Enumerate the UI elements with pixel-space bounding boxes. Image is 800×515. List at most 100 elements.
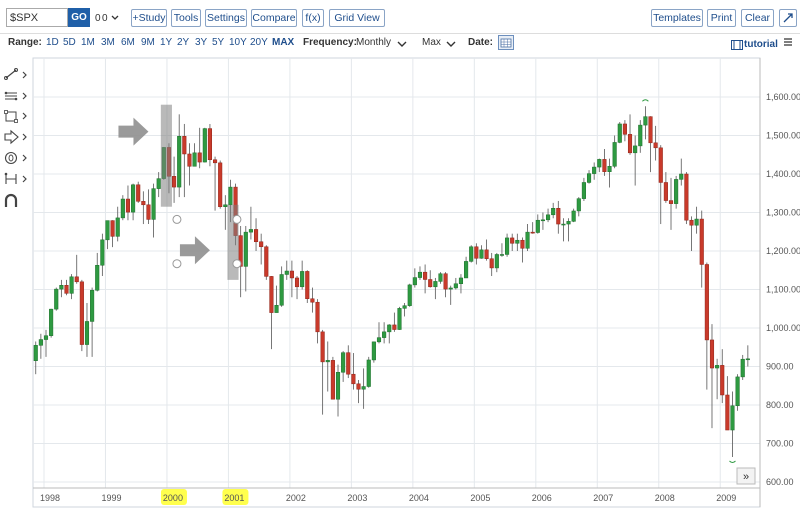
candle bbox=[43, 329, 49, 357]
candle-body bbox=[612, 142, 617, 167]
candle-body bbox=[484, 249, 489, 259]
candle bbox=[505, 233, 510, 257]
arrow-shape-icon[interactable] bbox=[4, 129, 27, 145]
expand-button[interactable] bbox=[779, 9, 797, 27]
candle bbox=[397, 306, 402, 330]
candle-body bbox=[305, 271, 310, 299]
arrow-annotation bbox=[118, 117, 149, 146]
candle-body bbox=[397, 308, 402, 330]
tutorial-link[interactable]: tutorial bbox=[744, 39, 778, 50]
x-tick-label: 2004 bbox=[409, 493, 429, 503]
candle-body bbox=[520, 239, 525, 249]
candle bbox=[248, 206, 253, 240]
range-6m[interactable]: 6M bbox=[121, 37, 135, 48]
period-chevron-down-icon[interactable] bbox=[446, 39, 456, 49]
candle-body bbox=[382, 331, 387, 338]
print-button[interactable]: Print bbox=[707, 9, 736, 27]
clear-button[interactable]: Clear bbox=[741, 9, 774, 27]
ellipse-icon[interactable] bbox=[4, 151, 27, 165]
range-9m[interactable]: 9M bbox=[141, 37, 155, 48]
candle bbox=[197, 127, 202, 169]
svg-text:0: 0 bbox=[102, 13, 108, 24]
candle-body bbox=[84, 321, 90, 345]
symbol-input[interactable] bbox=[6, 8, 68, 27]
candle bbox=[592, 162, 597, 180]
candle-body bbox=[125, 198, 131, 213]
trendline-icon[interactable] bbox=[4, 68, 27, 80]
range-bar: Range: 1D 5D 1M 3M 6M 9M 1Y 2Y 3Y 5Y 10Y… bbox=[0, 34, 800, 52]
period-select[interactable]: Max bbox=[422, 37, 441, 48]
measure-icon[interactable] bbox=[4, 172, 27, 184]
menu-icon[interactable] bbox=[783, 37, 793, 47]
calendar-icon[interactable] bbox=[498, 35, 514, 50]
tools-button[interactable]: Tools bbox=[171, 9, 201, 27]
settings-button[interactable]: Settings bbox=[205, 9, 247, 27]
frequency-chevron-down-icon[interactable] bbox=[397, 39, 407, 49]
candle-body bbox=[458, 277, 464, 284]
candle-body bbox=[694, 218, 699, 226]
range-label: Range: bbox=[8, 37, 42, 48]
candle bbox=[607, 158, 612, 188]
candle-body bbox=[474, 246, 479, 259]
candle bbox=[484, 239, 489, 261]
add-study-button[interactable]: +Study bbox=[131, 9, 167, 27]
fibonacci-icon[interactable] bbox=[4, 91, 27, 101]
go-button[interactable]: GO bbox=[68, 8, 90, 27]
range-10y[interactable]: 10Y bbox=[229, 37, 247, 48]
candle-body bbox=[633, 145, 638, 154]
x-tick-label: 2006 bbox=[532, 493, 552, 503]
candle bbox=[730, 391, 735, 457]
candle-body bbox=[269, 276, 274, 313]
candle-body bbox=[648, 116, 653, 144]
candle bbox=[110, 220, 115, 248]
candle-body bbox=[371, 341, 376, 361]
candle-body bbox=[264, 246, 269, 277]
x-tick-label: 1999 bbox=[101, 493, 121, 503]
templates-button[interactable]: Templates bbox=[651, 9, 703, 27]
candle bbox=[648, 116, 653, 173]
range-2y[interactable]: 2Y bbox=[177, 37, 190, 48]
compare-button[interactable]: Compare bbox=[251, 9, 297, 27]
candle bbox=[525, 224, 530, 251]
candle bbox=[387, 324, 392, 344]
range-1d[interactable]: 1D bbox=[46, 37, 59, 48]
candle-body bbox=[141, 201, 146, 206]
y-tick-label: 1,400.00 bbox=[766, 169, 800, 179]
range-max[interactable]: MAX bbox=[272, 37, 295, 48]
candle-body bbox=[453, 283, 458, 289]
rectangle-icon[interactable] bbox=[4, 110, 27, 123]
candle-body bbox=[709, 339, 715, 369]
range-1y[interactable]: 1Y bbox=[160, 37, 173, 48]
x-tick-label: 2009 bbox=[716, 493, 736, 503]
range-20y[interactable]: 20Y bbox=[250, 37, 268, 48]
compare-symbols-icon[interactable]: 0 0 bbox=[94, 8, 124, 28]
x-label-highlights bbox=[160, 489, 249, 505]
candle-body bbox=[259, 241, 264, 248]
frequency-select[interactable]: Monthly bbox=[356, 37, 392, 48]
annotation-handle bbox=[232, 259, 242, 269]
candle-body bbox=[248, 229, 253, 233]
range-5d[interactable]: 5D bbox=[63, 37, 76, 48]
range-5y[interactable]: 5Y bbox=[212, 37, 225, 48]
tutorial-film-icon[interactable] bbox=[731, 40, 743, 50]
candle bbox=[622, 120, 627, 142]
range-3m[interactable]: 3M bbox=[101, 37, 115, 48]
grid-view-button[interactable]: Grid View bbox=[329, 9, 385, 27]
candle bbox=[602, 148, 607, 176]
scroll-right-button[interactable] bbox=[736, 467, 756, 485]
magnet-icon[interactable] bbox=[4, 193, 18, 207]
candle-body bbox=[289, 270, 294, 279]
y-tick-label: 1,600.00 bbox=[766, 92, 800, 102]
scroll-right-label: » bbox=[743, 471, 749, 483]
candle bbox=[561, 218, 566, 242]
candle bbox=[530, 222, 535, 234]
candle bbox=[653, 125, 658, 161]
fx-button[interactable]: f(x) bbox=[302, 9, 324, 27]
range-3y[interactable]: 3Y bbox=[195, 37, 208, 48]
candle bbox=[382, 322, 387, 344]
candle bbox=[100, 233, 105, 277]
range-1m[interactable]: 1M bbox=[81, 37, 95, 48]
candle bbox=[335, 364, 341, 417]
candle-body bbox=[33, 345, 38, 361]
